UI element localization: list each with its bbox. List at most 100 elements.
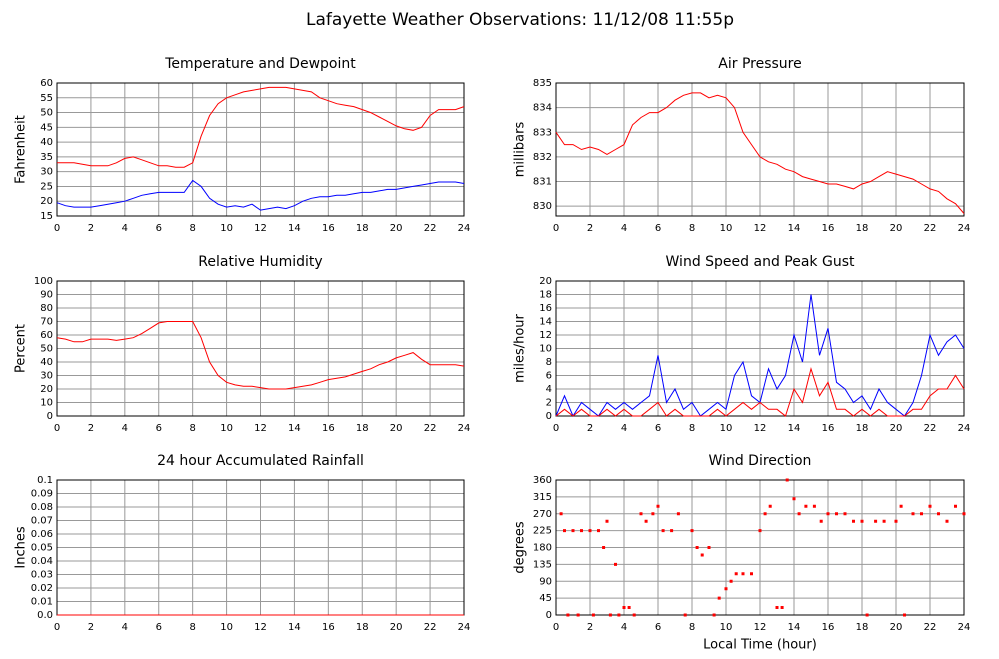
x-tick-label: 20	[390, 423, 403, 434]
x-tick-label: 12	[254, 223, 267, 234]
y-tick-label: 90	[40, 290, 53, 301]
x-tick-label: 16	[322, 223, 335, 234]
data-point	[797, 512, 801, 516]
y-tick-label: 45	[40, 122, 53, 133]
y-tick-label: 830	[533, 201, 552, 212]
y-tick-label: 12	[539, 330, 552, 341]
data-point	[911, 512, 915, 516]
x-tick-label: 2	[88, 622, 94, 633]
data-point	[588, 529, 592, 533]
data-point	[683, 613, 687, 617]
data-point	[894, 519, 898, 523]
x-tick-label: 6	[156, 423, 162, 434]
x-tick-label: 0	[553, 622, 559, 633]
x-tick-label: 20	[390, 223, 403, 234]
data-point	[661, 529, 665, 533]
y-tick-label: 2	[546, 398, 552, 409]
chart-title: Air Pressure	[718, 56, 801, 72]
data-point	[605, 519, 609, 523]
y-tick-label: 35	[40, 152, 53, 163]
data-point	[617, 613, 621, 617]
data-point	[729, 579, 733, 583]
y-tick-label: 90	[539, 576, 552, 587]
y-tick-label: 45	[539, 593, 552, 604]
data-point	[763, 512, 767, 516]
x-tick-label: 20	[890, 622, 903, 633]
data-point	[804, 504, 808, 508]
x-tick-label: 22	[424, 223, 437, 234]
x-tick-label: 16	[322, 622, 335, 633]
y-tick-label: 70	[40, 317, 53, 328]
y-tick-label: 360	[533, 475, 552, 486]
x-tick-label: 20	[890, 223, 903, 234]
data-line	[57, 86, 465, 168]
y-axis-label: millibars	[513, 122, 528, 178]
x-tick-label: 18	[856, 622, 869, 633]
plot-frame	[56, 82, 465, 217]
x-tick-label: 18	[356, 223, 369, 234]
x-tick-label: 12	[754, 622, 767, 633]
data-point	[750, 572, 753, 576]
data-point	[656, 504, 660, 508]
data-point	[920, 512, 923, 516]
x-tick-label: 6	[655, 223, 661, 234]
data-line	[555, 366, 965, 417]
x-tick-label: 24	[958, 223, 971, 234]
y-tick-label: 20	[40, 384, 53, 395]
x-tick-label: 14	[788, 622, 801, 633]
y-tick-label: 831	[533, 177, 552, 188]
x-tick-label: 0	[553, 223, 559, 234]
data-point	[768, 504, 772, 508]
data-point	[775, 606, 779, 609]
data-point	[852, 519, 855, 523]
y-tick-label: 270	[533, 509, 552, 520]
y-tick-label: 40	[40, 137, 53, 148]
data-point	[882, 519, 886, 523]
y-axis-label: degrees	[513, 521, 528, 574]
data-point	[627, 606, 631, 609]
y-axis-label: miles/hour	[513, 313, 528, 382]
y-tick-label: 20	[40, 196, 53, 207]
x-tick-label: 16	[822, 223, 835, 234]
data-point	[591, 613, 595, 617]
x-tick-label: 4	[621, 223, 627, 234]
x-tick-label: 18	[356, 423, 369, 434]
data-point	[566, 613, 570, 617]
data-point	[785, 478, 789, 482]
data-point	[580, 529, 583, 533]
x-tick-label: 4	[621, 423, 627, 434]
x-tick-label: 22	[924, 223, 937, 234]
y-tick-label: 832	[533, 152, 552, 163]
y-tick-label: 30	[40, 167, 53, 178]
data-point	[576, 613, 580, 617]
data-point	[780, 606, 784, 609]
x-tick-label: 6	[156, 223, 162, 234]
y-tick-label: 833	[533, 127, 552, 138]
y-tick-label: 0.07	[31, 516, 53, 527]
x-tick-label: 20	[890, 423, 903, 434]
x-tick-label: 4	[621, 622, 627, 633]
y-axis-label: Inches	[14, 526, 29, 568]
y-tick-label: 18	[539, 290, 552, 301]
data-point	[614, 562, 617, 566]
data-line	[56, 321, 465, 390]
y-tick-label: 835	[533, 78, 552, 89]
x-tick-label: 18	[856, 423, 869, 434]
y-tick-label: 16	[539, 303, 552, 314]
data-point	[712, 613, 716, 617]
plot-frame	[56, 280, 465, 417]
y-tick-label: 40	[40, 357, 53, 368]
x-tick-label: 12	[754, 223, 767, 234]
y-tick-label: 0.04	[31, 556, 53, 567]
x-tick-label: 20	[390, 622, 403, 633]
x-tick-label: 14	[788, 223, 801, 234]
data-point	[874, 519, 878, 523]
y-tick-label: 225	[533, 526, 552, 537]
y-tick-label: 8	[546, 357, 552, 368]
x-tick-label: 22	[424, 423, 437, 434]
x-tick-label: 12	[754, 423, 767, 434]
plot-frame	[555, 82, 965, 217]
x-tick-label: 24	[458, 622, 471, 633]
